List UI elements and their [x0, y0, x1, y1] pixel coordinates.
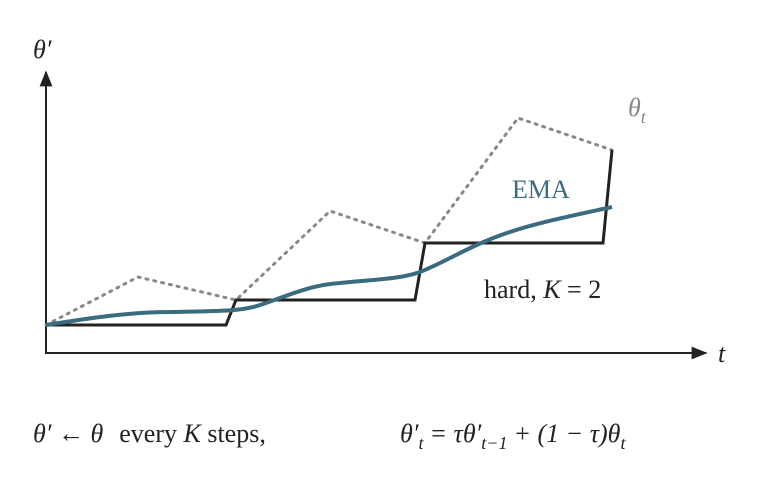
hard-update-curve [46, 149, 614, 327]
hard-formula: θ′ ← θ every K steps, [33, 419, 266, 448]
ema-curve [45, 205, 613, 327]
target-label: θt [628, 93, 647, 127]
formula-part: t−1 [481, 433, 507, 453]
formula-part: θ′ [400, 419, 419, 448]
hard-label: hard, K = 2 [484, 275, 601, 304]
formula-part: + (1 − τ)θ [513, 419, 620, 448]
hard-k-value: = 2 [567, 275, 601, 304]
hard-label-text: hard, [484, 275, 537, 304]
formula-part: steps, [207, 419, 266, 448]
formula-part: t [418, 433, 424, 453]
target-subscript: t [641, 107, 647, 127]
formula-part: θ′ ← θ [33, 419, 103, 448]
formula-part: = τθ′ [429, 419, 481, 448]
ema-formula: θ′t = τθ′t−1 + (1 − τ)θt [400, 419, 626, 453]
x-axis-label: t [718, 339, 726, 368]
formula-part: every [119, 419, 177, 448]
formula-part: t [620, 433, 626, 453]
target-symbol: θ [628, 93, 641, 122]
y-axis-label: θ′ [33, 35, 52, 64]
ema-label: EMA [512, 175, 570, 204]
target-curve [44, 116, 614, 327]
hard-k-symbol: K [542, 275, 562, 304]
formula-part: K [182, 419, 202, 448]
